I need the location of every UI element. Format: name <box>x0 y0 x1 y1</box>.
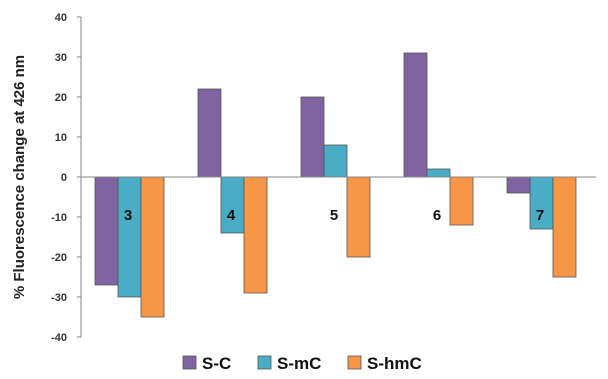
bar-S-hmC-5 <box>346 176 371 258</box>
y-tick-label: -40 <box>51 332 67 344</box>
bar-groups <box>94 52 577 318</box>
legend-swatch <box>257 355 272 370</box>
category-labels: 3 4 5 6 7 <box>124 207 544 224</box>
legend-swatch <box>182 355 197 370</box>
bar-S-mC-4 <box>220 176 245 234</box>
y-tick-label: -10 <box>51 212 67 224</box>
bar-S-hmC-7 <box>552 176 577 278</box>
y-tick-label: 0 <box>61 172 67 184</box>
bar-S-mC-3 <box>117 176 142 298</box>
bar-S-hmC-4 <box>243 176 268 294</box>
legend-label: S-C <box>202 354 231 373</box>
bar-S-mC-5 <box>323 144 348 178</box>
bar-group-5 <box>300 96 371 258</box>
bar-S-hmC-3 <box>140 176 165 318</box>
y-tick-label: 40 <box>55 12 67 24</box>
category-label: 7 <box>536 207 544 224</box>
category-label: 3 <box>124 207 132 224</box>
bar-group-7 <box>506 176 577 278</box>
y-axis-label: % Fluorescence change at 426 nm <box>11 55 28 299</box>
legend-swatch <box>347 355 362 370</box>
bar-S-hmC-6 <box>449 176 474 226</box>
bar-S-C-3 <box>94 176 119 286</box>
category-label: 4 <box>227 207 236 224</box>
bar-S-mC-6 <box>426 168 451 178</box>
bar-S-C-6 <box>403 52 428 178</box>
legend: S-C S-mC S-hmC <box>182 354 422 373</box>
bar-group-3 <box>94 176 165 318</box>
category-label: 6 <box>433 207 441 224</box>
bar-S-C-4 <box>197 88 222 178</box>
y-tick-label: 30 <box>55 52 67 64</box>
bar-group-6 <box>403 52 474 226</box>
bar-S-C-5 <box>300 96 325 178</box>
category-label: 5 <box>330 207 338 224</box>
bar-S-C-7 <box>506 176 531 194</box>
y-tick-label: 20 <box>55 92 67 104</box>
y-tick-label: 10 <box>55 132 67 144</box>
y-tick-label: -20 <box>51 252 67 264</box>
bar-group-4 <box>197 88 268 294</box>
legend-label: S-hmC <box>367 354 422 373</box>
y-tick-label: -30 <box>51 292 67 304</box>
y-axis-ticks: 40 30 20 10 0 -10 -20 -30 -40 <box>51 12 81 344</box>
legend-label: S-mC <box>277 354 321 373</box>
